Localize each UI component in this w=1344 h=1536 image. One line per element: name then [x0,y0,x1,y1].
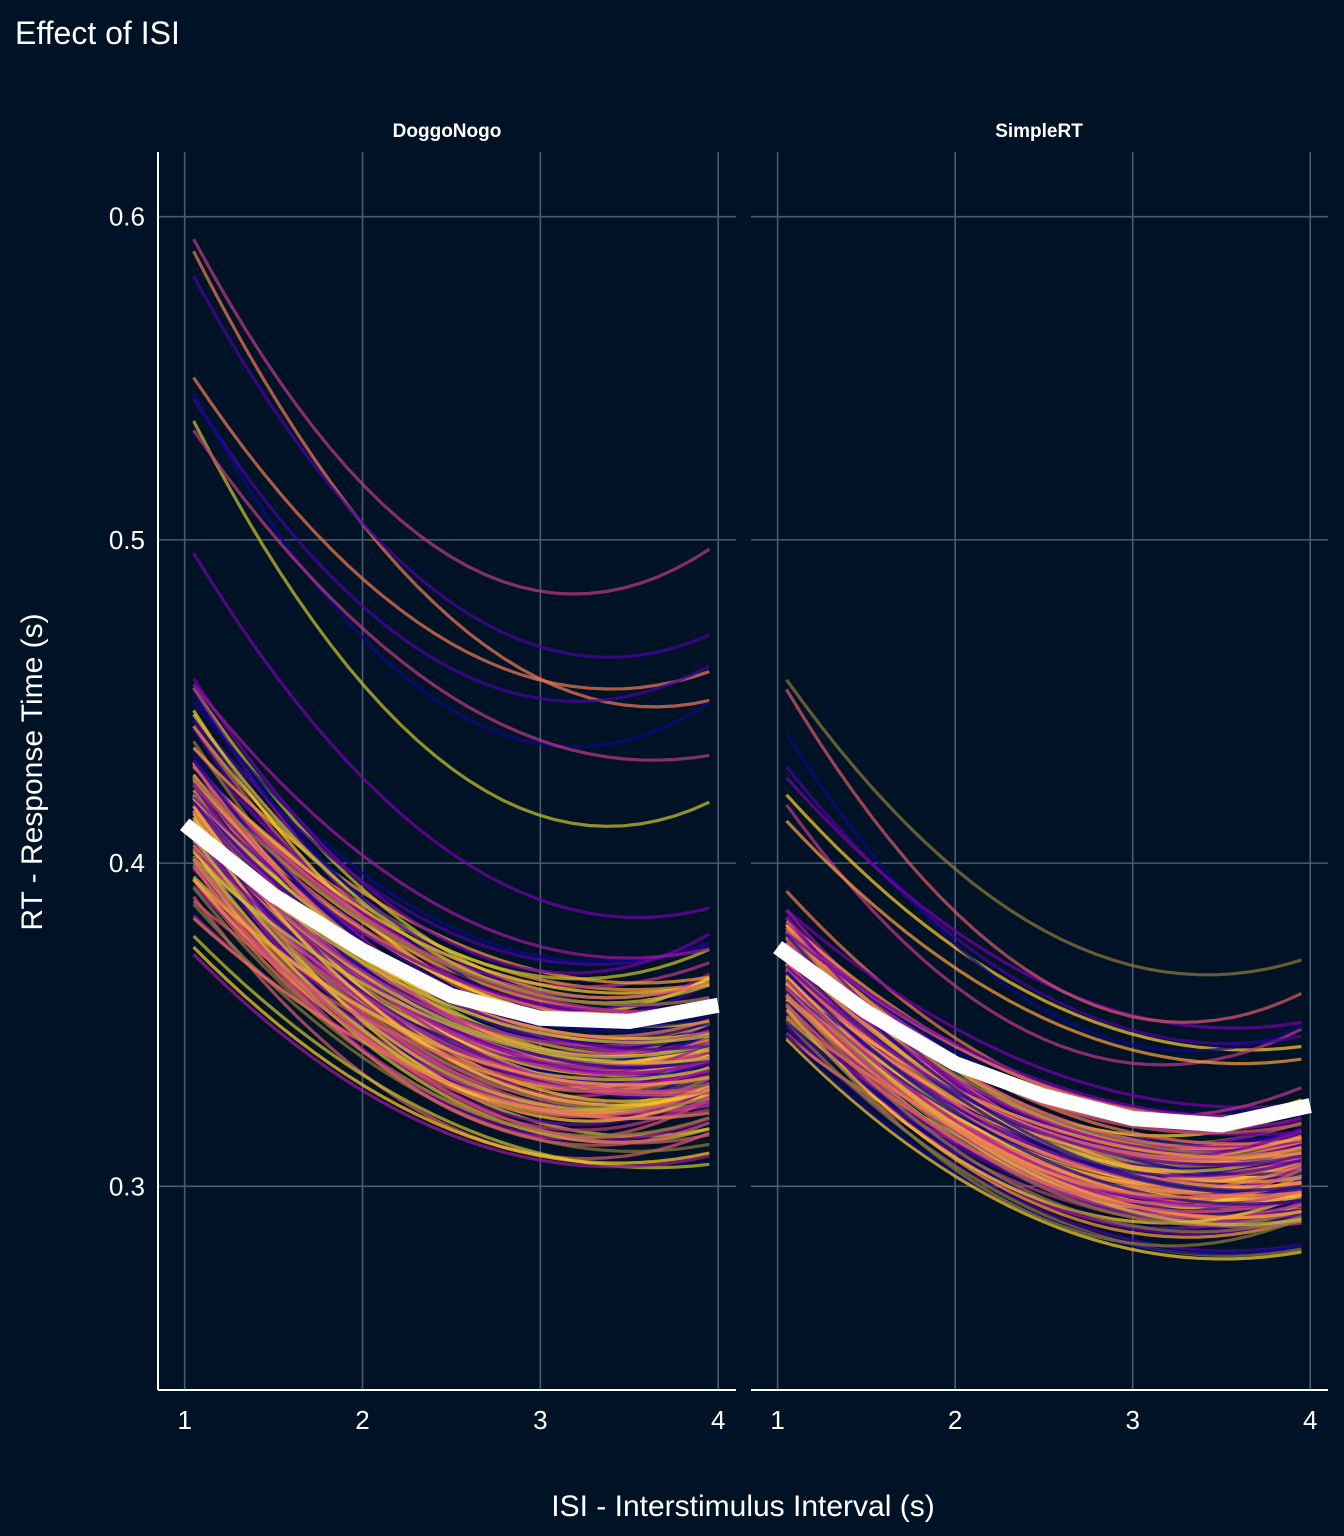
participant-curve [192,392,711,749]
participant-curve [192,683,710,960]
panel-simplert-axes: 1 2 3 4 [751,1389,1328,1435]
participant-curve [192,899,710,1097]
x-tick-label: 2 [355,1405,369,1435]
x-tick-label: 1 [770,1405,784,1435]
panel-simplert: 1 2 3 4 SimpleRT [751,121,1328,1435]
y-tick-label: 0.4 [109,848,145,878]
participant-curve [785,995,1302,1199]
participant-curve [192,878,710,1087]
participant-curve [785,819,1302,1066]
participant-curve [192,764,710,995]
participant-curve [785,932,1302,1119]
participant-curve [192,836,710,1112]
panel-simplert-curves [785,678,1303,1261]
participant-curve [192,777,710,1007]
y-tick-label: 0.3 [109,1171,145,1201]
participant-curve [785,908,1302,1109]
panel-doggonogo-axes: 1 2 3 4 [157,152,736,1435]
participant-curve [785,970,1302,1206]
participant-curve [192,847,710,1093]
y-tick-label: 0.6 [109,202,145,232]
participant-curve [192,397,711,704]
participant-curve [192,275,710,659]
x-tick-label: 3 [533,1405,547,1435]
participant-curve [192,677,711,975]
participant-curve [192,917,710,1121]
panel-simplert-overall [773,941,1312,1133]
participant-curve [192,764,710,1000]
participant-curve [785,678,1302,977]
panel-doggonogo: 1 2 3 4 DoggoNogo [157,121,736,1435]
participant-curve [192,552,710,920]
participant-curve [192,953,710,1169]
y-tick-label: 0.5 [109,525,145,555]
participant-curve [785,1002,1302,1248]
overall-mean-curve [773,941,1312,1133]
x-tick-label: 4 [711,1405,725,1435]
participant-curve [785,1037,1302,1261]
participant-curve [192,895,710,1161]
participant-curve [192,238,711,596]
participant-curve [192,420,710,828]
y-axis-title: RT - Response Time (s) [16,613,49,930]
participant-curve [785,688,1303,1024]
x-tick-label: 1 [177,1405,191,1435]
participant-curve [785,1008,1302,1225]
participant-curve [192,429,710,762]
x-axis-title: ISI - Interstimulus Interval (s) [551,1490,934,1523]
participant-curve [785,1003,1302,1214]
y-axis-ticks: 0.3 0.4 0.5 0.6 [109,202,145,1202]
x-tick-label: 3 [1125,1405,1139,1435]
x-tick-label: 2 [948,1405,962,1435]
participant-curve [192,250,710,709]
panel-doggonogo-strip-label: DoggoNogo [393,121,502,142]
participant-curve [785,930,1302,1146]
participant-curve [192,376,710,691]
participant-curve [192,725,710,981]
participant-curve [192,857,710,1065]
participant-curve [192,945,710,1165]
participant-curve [192,857,710,1145]
panel-doggonogo-overall [180,818,720,1029]
participant-curve [785,975,1302,1227]
participant-curve [785,978,1302,1209]
panel-doggonogo-grid [158,152,736,1390]
participant-curve [192,828,710,1048]
participant-curve [192,713,710,1005]
panel-simplert-strip-label: SimpleRT [995,121,1083,142]
participant-curve [785,803,1303,1067]
participant-curve [192,805,710,1107]
participant-curve [785,965,1302,1167]
participant-curve [192,701,710,964]
overall-mean-curve [180,818,720,1029]
x-tick-label: 4 [1303,1405,1317,1435]
participant-curve [785,776,1302,1030]
participant-curve [192,886,710,1138]
participant-curve [785,732,1303,1053]
chart-title: Effect of ISI [15,15,180,51]
